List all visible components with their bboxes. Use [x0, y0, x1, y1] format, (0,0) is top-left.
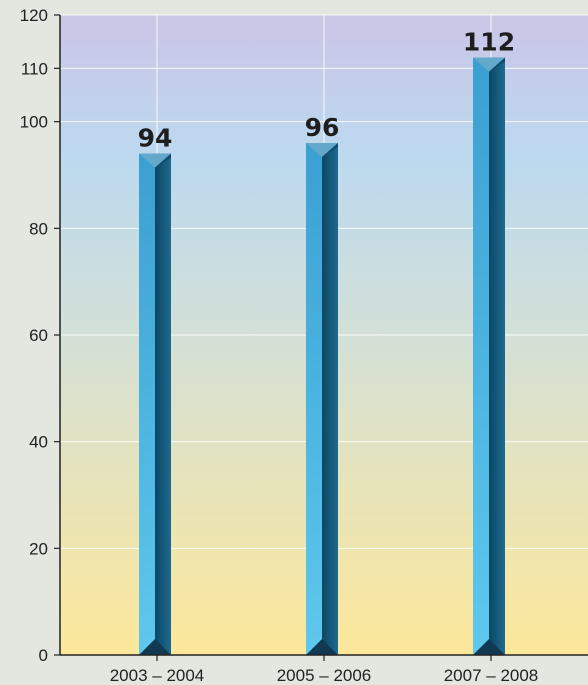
data-labels: 94 96 112	[138, 28, 515, 153]
x-tick-label: 2007 – 2008	[444, 666, 539, 685]
y-tick-label: 110	[21, 59, 48, 78]
y-tick-label: 40	[29, 433, 48, 452]
y-tick-label: 120	[20, 6, 48, 25]
x-axis-ticks: 2003 – 2004 2005 – 2006 2007 – 2008	[110, 655, 539, 685]
data-label: 112	[463, 28, 515, 57]
bar	[139, 153, 171, 655]
data-label: 94	[138, 124, 173, 153]
x-tick-label: 2005 – 2006	[277, 666, 372, 685]
y-axis-ticks: 0 20 40 60 80 100 110 120	[20, 6, 60, 665]
y-tick-label: 60	[29, 326, 48, 345]
y-tick-label: 0	[39, 646, 48, 665]
y-tick-label: 20	[29, 539, 48, 558]
bar	[473, 57, 505, 655]
y-tick-label: 100	[20, 113, 48, 132]
x-tick-label: 2003 – 2004	[110, 666, 205, 685]
bar	[306, 143, 338, 655]
bars	[139, 57, 505, 655]
data-label: 96	[305, 113, 340, 142]
y-tick-label: 80	[29, 219, 48, 238]
